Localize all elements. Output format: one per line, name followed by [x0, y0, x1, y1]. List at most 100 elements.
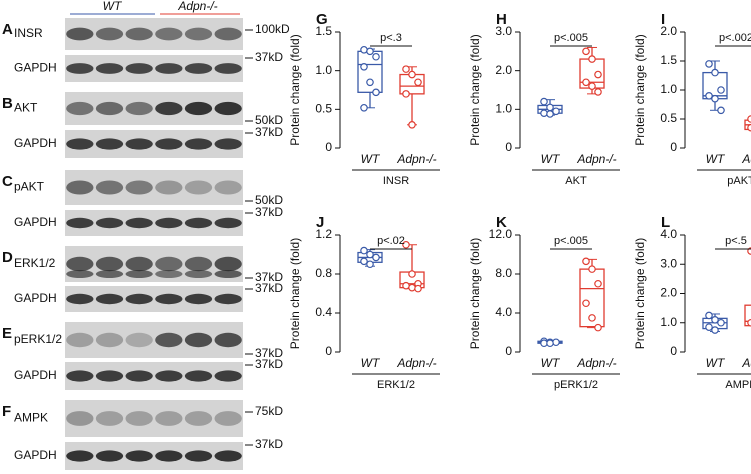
- blot-band: [125, 370, 153, 382]
- panel-letter: B: [2, 95, 13, 112]
- blot-band: [184, 293, 213, 305]
- data-point: [408, 121, 416, 129]
- blot-label: GAPDH: [14, 448, 57, 462]
- blot-band: [125, 270, 153, 278]
- data-point: [408, 283, 416, 292]
- blot-band: [66, 180, 94, 195]
- category-label: Adpn-/-: [576, 152, 616, 166]
- blot-band: [125, 63, 153, 74]
- marker-label: 37kD: [255, 125, 283, 139]
- blot-band: [125, 101, 153, 116]
- data-point: [366, 260, 374, 269]
- y-tick-label: 0.5: [315, 102, 332, 116]
- data-point: [594, 323, 602, 332]
- blot-background: [65, 362, 243, 390]
- category-label: WT: [541, 356, 561, 370]
- p-value: p<.005: [554, 32, 588, 44]
- blot-band: [214, 63, 242, 74]
- blot-background: [65, 210, 243, 236]
- blot-band: [155, 256, 183, 272]
- y-tick-label: 0.8: [315, 266, 332, 280]
- data-point: [552, 338, 560, 347]
- category-label: Adpn-/-: [741, 356, 751, 370]
- panel-letter: J: [316, 214, 324, 231]
- category-label: WT: [706, 152, 726, 166]
- y-tick-label: 1.0: [315, 63, 332, 77]
- y-tick-label: 12.0: [489, 227, 513, 241]
- data-point: [372, 52, 380, 61]
- blot-band: [155, 63, 183, 74]
- blot-background: [65, 286, 243, 312]
- y-tick-label: 2.0: [660, 286, 677, 300]
- data-point: [546, 110, 554, 118]
- data-point: [594, 70, 602, 79]
- blot-background: [65, 170, 243, 205]
- blot-band: [155, 293, 183, 305]
- category-label: WT: [541, 152, 561, 166]
- marker-label: 37kD: [255, 437, 283, 451]
- panel-letter: L: [661, 214, 670, 231]
- y-axis-label: Protein change (fold): [468, 238, 482, 349]
- data-point: [360, 246, 368, 255]
- x-axis-label: AMPK: [725, 379, 751, 391]
- category-label: Adpn-/-: [741, 152, 751, 166]
- data-point: [546, 339, 554, 348]
- blot-background: [65, 55, 243, 82]
- blot-band: [95, 332, 124, 348]
- panel-letter: K: [496, 214, 507, 231]
- y-tick-label: 0: [325, 140, 332, 154]
- blot-band: [125, 332, 153, 348]
- p-value: p<.5: [725, 235, 747, 247]
- blot-band: [155, 411, 183, 426]
- blot-band: [214, 332, 242, 348]
- blot-band: [214, 270, 242, 278]
- blot-band: [66, 138, 94, 150]
- blot-label: GAPDH: [14, 368, 57, 382]
- panel-letter: I: [661, 11, 665, 28]
- data-point: [402, 90, 410, 98]
- blot-band: [184, 217, 213, 229]
- blot-band: [214, 180, 242, 195]
- blot-band: [66, 256, 94, 272]
- blot-band: [95, 27, 124, 41]
- category-label: WT: [361, 356, 381, 370]
- y-tick-label: 8.0: [495, 266, 512, 280]
- group-label: Adpn-/-: [177, 0, 217, 13]
- y-tick-label: 3.0: [660, 256, 677, 270]
- blot-band: [95, 270, 124, 278]
- blot-label: pAKT: [14, 180, 45, 194]
- marker-label: 100kD: [255, 22, 290, 36]
- blot-band: [95, 450, 124, 462]
- x-axis-label: AKT: [565, 175, 587, 187]
- blot-band: [66, 63, 94, 74]
- marker-label: 37kD: [255, 281, 283, 295]
- blot-band: [66, 411, 94, 426]
- category-label: WT: [706, 356, 726, 370]
- data-point: [408, 70, 416, 79]
- blot-band: [155, 180, 183, 195]
- data-point: [705, 92, 713, 100]
- blot-band: [125, 256, 153, 272]
- blot-band: [214, 256, 242, 272]
- blot-band: [214, 411, 242, 426]
- blot-background: [65, 130, 243, 158]
- blot-band: [155, 27, 183, 41]
- data-point: [711, 326, 719, 334]
- blot-band: [95, 370, 124, 382]
- data-point: [408, 270, 416, 278]
- data-point: [360, 45, 368, 54]
- blot-band: [66, 101, 94, 116]
- panel-letter: H: [496, 11, 507, 28]
- blot-band: [66, 270, 94, 278]
- y-axis-label: Protein change (fold): [468, 34, 482, 145]
- y-tick-label: 1.2: [315, 227, 332, 241]
- data-point: [540, 109, 548, 118]
- data-point: [711, 68, 719, 77]
- blot-band: [66, 217, 94, 229]
- y-tick-label: 3.0: [495, 24, 512, 38]
- blot-band: [125, 138, 153, 150]
- blot-label: pERK1/2: [14, 332, 62, 346]
- data-point: [717, 106, 725, 115]
- data-point: [582, 47, 590, 56]
- blot-band: [125, 217, 153, 229]
